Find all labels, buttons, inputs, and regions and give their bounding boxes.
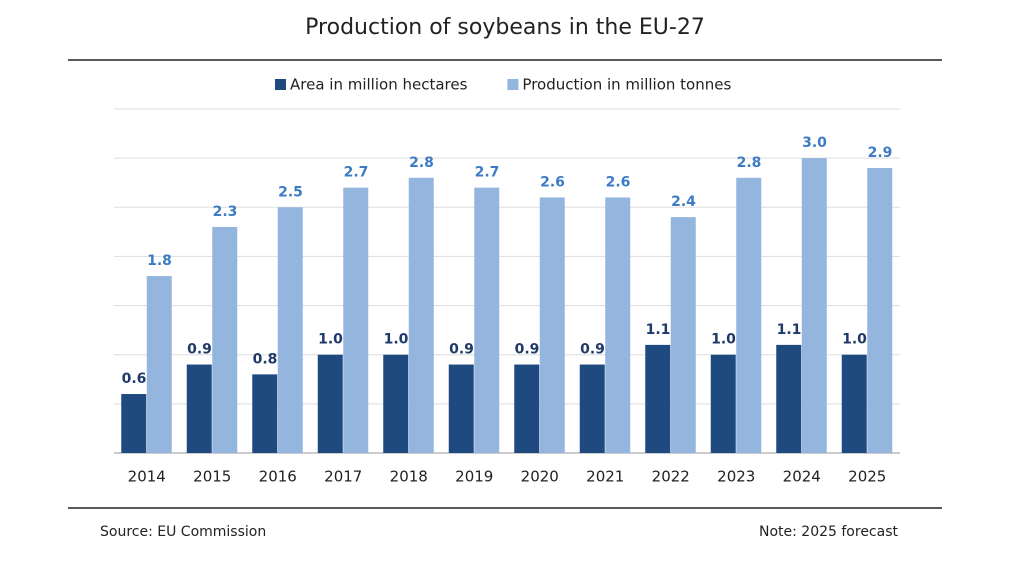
bar bbox=[736, 177, 762, 454]
bar bbox=[801, 158, 827, 453]
bar bbox=[317, 354, 343, 453]
value-label: 2.3 bbox=[213, 204, 238, 220]
value-label: 1.1 bbox=[646, 322, 671, 338]
bar bbox=[514, 364, 540, 453]
value-label: 2.9 bbox=[868, 145, 893, 161]
bar bbox=[408, 177, 434, 454]
legend-swatch bbox=[275, 79, 286, 90]
bar bbox=[605, 197, 631, 453]
value-label: 1.0 bbox=[842, 332, 867, 348]
bar bbox=[277, 207, 303, 453]
bar bbox=[146, 276, 172, 453]
bar bbox=[710, 354, 736, 453]
note: Note: 2025 forecast bbox=[759, 524, 899, 540]
bar bbox=[121, 394, 147, 453]
value-label: 2.4 bbox=[671, 194, 696, 210]
source: Source: EU Commission bbox=[100, 524, 266, 540]
value-label: 2.5 bbox=[278, 184, 303, 200]
bar bbox=[539, 197, 565, 453]
legend-swatch bbox=[507, 79, 519, 90]
legend-label: Production in million tonnes bbox=[522, 76, 731, 94]
value-label: 2.7 bbox=[475, 165, 500, 181]
x-tick-label: 2022 bbox=[652, 468, 690, 486]
legend-label: Area in million hectares bbox=[290, 76, 468, 94]
x-tick-label: 2024 bbox=[783, 468, 821, 486]
bar bbox=[579, 364, 605, 453]
value-label: 1.0 bbox=[711, 332, 736, 348]
value-label: 1.1 bbox=[777, 322, 802, 338]
chart-title: Production of soybeans in the EU-27 bbox=[305, 15, 705, 40]
bar bbox=[474, 187, 500, 453]
bar bbox=[448, 364, 474, 453]
value-label: 2.7 bbox=[344, 165, 369, 181]
x-tick-label: 2020 bbox=[521, 468, 559, 486]
x-tick-label: 2014 bbox=[128, 468, 166, 486]
bar bbox=[670, 217, 696, 453]
value-label: 0.9 bbox=[449, 342, 474, 358]
bar bbox=[841, 354, 867, 453]
x-tick-label: 2017 bbox=[324, 468, 362, 486]
value-label: 1.8 bbox=[147, 253, 172, 269]
value-label: 2.8 bbox=[737, 155, 762, 171]
value-label: 0.8 bbox=[253, 351, 278, 367]
x-tick-label: 2021 bbox=[586, 468, 624, 486]
bar bbox=[186, 364, 212, 453]
x-tick-label: 2019 bbox=[455, 468, 493, 486]
x-tick-label: 2015 bbox=[193, 468, 231, 486]
value-label: 2.8 bbox=[409, 155, 434, 171]
bar bbox=[867, 167, 893, 453]
x-tick-label: 2018 bbox=[390, 468, 428, 486]
value-label: 0.9 bbox=[580, 342, 605, 358]
value-label: 1.0 bbox=[318, 332, 343, 348]
bar bbox=[252, 374, 278, 453]
x-tick-label: 2023 bbox=[717, 468, 755, 486]
value-label: 3.0 bbox=[802, 135, 827, 151]
bar bbox=[776, 344, 802, 453]
bar bbox=[212, 226, 238, 453]
value-label: 0.6 bbox=[122, 371, 147, 387]
value-label: 0.9 bbox=[187, 342, 212, 358]
value-label: 2.6 bbox=[606, 174, 631, 190]
bar bbox=[343, 187, 369, 453]
value-label: 2.6 bbox=[540, 174, 565, 190]
value-label: 0.9 bbox=[515, 342, 540, 358]
x-tick-label: 2025 bbox=[848, 468, 886, 486]
bar bbox=[645, 344, 671, 453]
value-label: 1.0 bbox=[384, 332, 409, 348]
bar bbox=[383, 354, 409, 453]
x-tick-label: 2016 bbox=[259, 468, 297, 486]
